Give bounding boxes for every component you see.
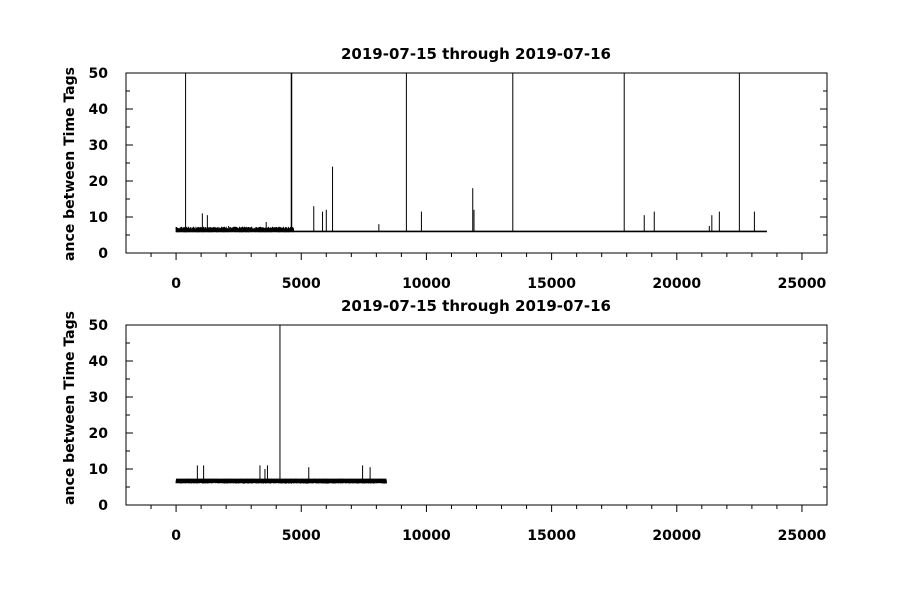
bottom-y-tick-label-0: 0 [98,498,108,514]
top-chart-plot-area: 0 10 20 30 40 50 0 5000 10000 15000 20000 25000 [89,66,828,292]
bottom-chart-y-axis-label: ance between Time Tags [62,311,78,505]
bottom-y-tick-label-40: 40 [89,354,109,370]
top-y-tick-label-40: 40 [89,102,109,118]
bottom-y-tick-label-50: 50 [89,318,109,334]
bottom-x-tick-label-25000: 25000 [778,528,827,544]
top-x-tick-label-20000: 20000 [652,276,701,292]
bottom-chart-title: 2019-07-15 through 2019-07-16 [341,297,611,315]
bottom-x-tick-label-5000: 5000 [282,528,321,544]
top-y-tick-label-10: 10 [89,210,109,226]
bottom-x-tick-label-0: 0 [171,528,181,544]
top-y-tick-label-50: 50 [89,66,109,82]
top-chart-y-axis-label: ance between Time Tags [62,67,78,261]
top-x-tick-label-10000: 10000 [402,276,451,292]
top-x-tick-label-15000: 15000 [527,276,576,292]
top-y-tick-label-0: 0 [98,246,108,262]
bottom-y-tick-label-10: 10 [89,462,109,478]
top-x-tick-label-5000: 5000 [282,276,321,292]
top-y-tick-label-20: 20 [89,174,109,190]
top-chart-panel: 2019-07-15 through 2019-07-16 ance betwe… [62,45,828,292]
top-x-tick-label-0: 0 [171,276,181,292]
bottom-y-tick-label-20: 20 [89,426,109,442]
bottom-y-tick-label-30: 30 [89,390,109,406]
bottom-chart-plot-area: 0 10 20 30 40 50 0 5000 10000 15000 20000 25000 [89,318,828,544]
bottom-x-tick-label-10000: 10000 [402,528,451,544]
top-y-tick-label-30: 30 [89,138,109,154]
bottom-x-tick-label-20000: 20000 [652,528,701,544]
top-x-tick-label-25000: 25000 [778,276,827,292]
bottom-chart-panel: 2019-07-15 through 2019-07-16 ance betwe… [62,297,828,544]
bottom-x-tick-label-15000: 15000 [527,528,576,544]
top-chart-title: 2019-07-15 through 2019-07-16 [341,45,611,63]
